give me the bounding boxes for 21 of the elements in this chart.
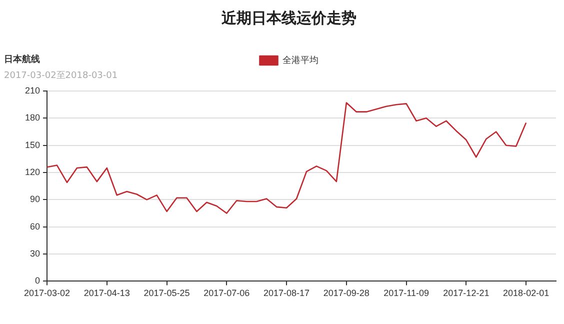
- x-tick-label: 2018-02-01: [503, 288, 550, 298]
- y-tick-label: 180: [24, 112, 40, 123]
- x-tick-label: 2017-09-28: [323, 288, 370, 298]
- x-tick-label: 2017-07-06: [204, 288, 250, 298]
- x-tick-label: 2017-08-17: [264, 288, 310, 298]
- x-tick-label: 2017-05-25: [144, 288, 190, 298]
- text: 2017-03-02至2018-03-01: [4, 70, 118, 82]
- y-tick-label: 30: [30, 248, 40, 259]
- x-tick-label: 2017-04-13: [84, 288, 130, 298]
- y-tick-label: 150: [24, 140, 40, 150]
- x-tick-label: 2017-12-21: [443, 288, 490, 298]
- x-tick-label: 2017-11-09: [384, 288, 429, 298]
- y-tick-label: 90: [30, 194, 40, 204]
- y-tick-label: 210: [24, 85, 40, 96]
- y-tick-label: 60: [30, 221, 40, 232]
- y-tick-label: 0: [35, 276, 40, 286]
- y-tick-label: 120: [24, 167, 40, 177]
- chart-title: 近期日本线运价走势: [220, 8, 356, 27]
- x-tick-label: 2017-03-02: [24, 288, 70, 298]
- legend-label: 全港平均: [282, 54, 318, 65]
- chart-subtitle: 日本航线: [4, 53, 40, 66]
